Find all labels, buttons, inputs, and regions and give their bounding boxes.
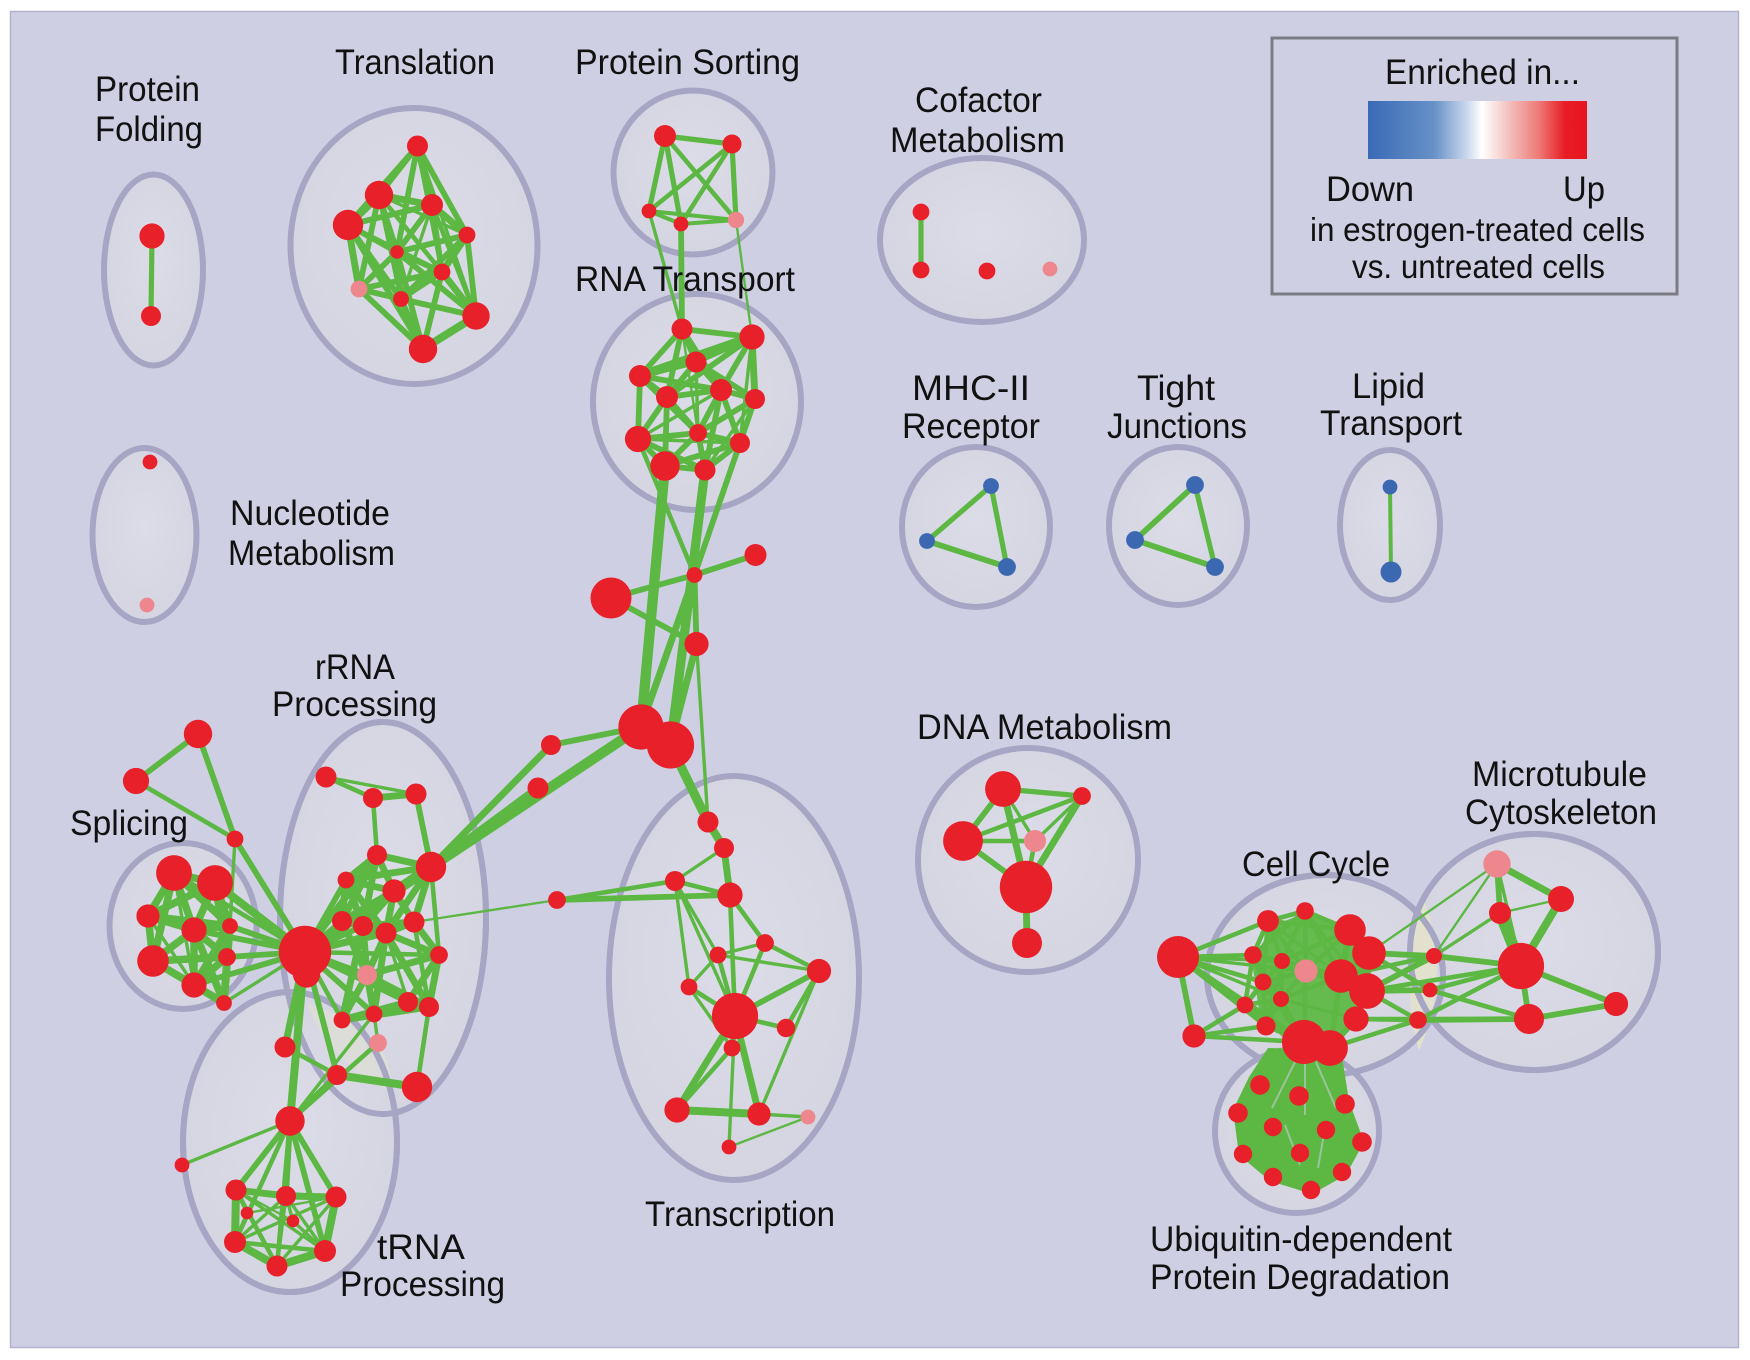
- svg-text:Protein: Protein: [95, 70, 200, 109]
- svg-text:Receptor: Receptor: [902, 407, 1040, 446]
- svg-text:vs. untreated cells: vs. untreated cells: [1352, 248, 1605, 285]
- svg-text:Junctions: Junctions: [1107, 407, 1247, 446]
- svg-text:Ubiquitin-dependent: Ubiquitin-dependent: [1150, 1220, 1452, 1259]
- svg-text:Translation: Translation: [335, 43, 495, 82]
- svg-text:DNA Metabolism: DNA Metabolism: [917, 708, 1172, 747]
- svg-text:Microtubule: Microtubule: [1472, 755, 1647, 794]
- svg-text:rRNA: rRNA: [315, 648, 396, 687]
- svg-text:Metabolism: Metabolism: [228, 534, 395, 573]
- svg-text:Lipid: Lipid: [1352, 367, 1425, 406]
- svg-text:Nucleotide: Nucleotide: [230, 494, 390, 533]
- svg-text:Cofactor: Cofactor: [915, 81, 1042, 120]
- svg-text:Transcription: Transcription: [645, 1195, 835, 1234]
- svg-text:Cell Cycle: Cell Cycle: [1242, 845, 1390, 884]
- svg-text:Protein Degradation: Protein Degradation: [1150, 1258, 1450, 1297]
- svg-text:Folding: Folding: [95, 110, 203, 149]
- svg-text:Processing: Processing: [340, 1265, 505, 1304]
- svg-text:Enriched in...: Enriched in...: [1385, 53, 1580, 92]
- svg-text:Metabolism: Metabolism: [890, 121, 1065, 160]
- svg-text:Transport: Transport: [1320, 404, 1462, 443]
- svg-text:Processing: Processing: [272, 685, 437, 724]
- svg-text:Splicing: Splicing: [70, 804, 188, 843]
- svg-text:Tight: Tight: [1137, 369, 1215, 408]
- svg-text:in estrogen-treated cells: in estrogen-treated cells: [1310, 211, 1645, 248]
- svg-text:Cytoskeleton: Cytoskeleton: [1465, 793, 1657, 832]
- svg-text:tRNA: tRNA: [377, 1228, 466, 1267]
- svg-text:RNA Transport: RNA Transport: [575, 260, 795, 299]
- svg-text:Down: Down: [1326, 170, 1414, 209]
- svg-text:Up: Up: [1563, 170, 1605, 209]
- svg-text:MHC-II: MHC-II: [912, 369, 1030, 408]
- svg-text:Protein Sorting: Protein Sorting: [575, 43, 800, 82]
